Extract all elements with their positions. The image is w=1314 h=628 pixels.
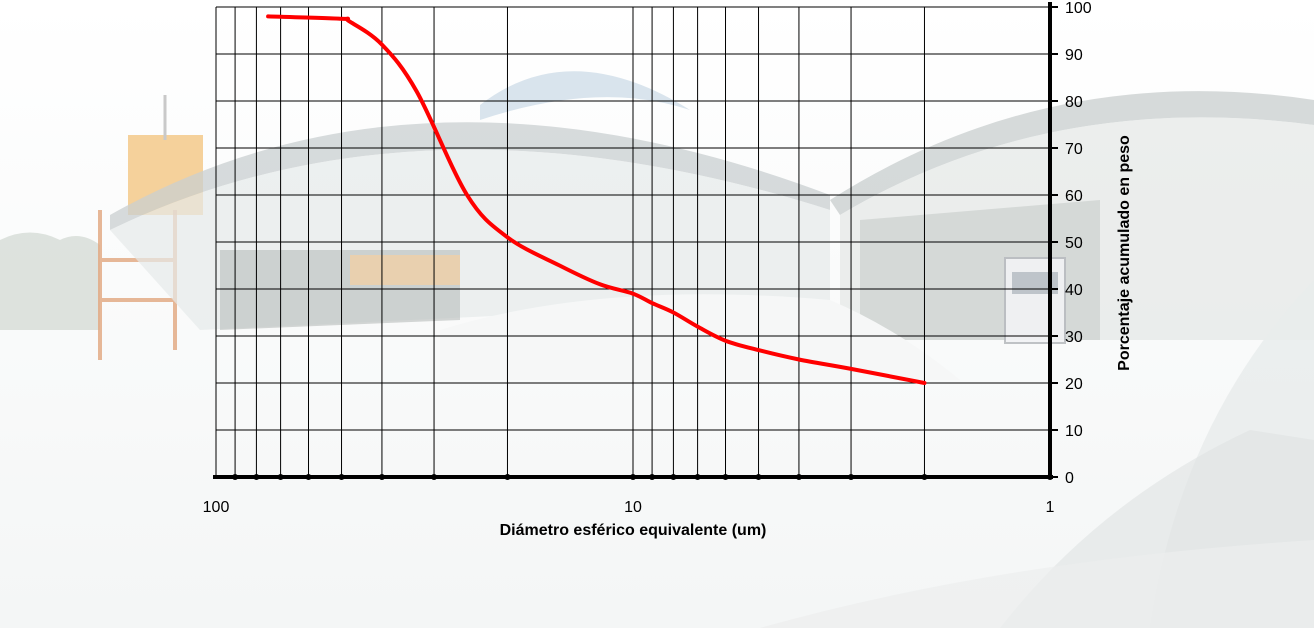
y-tick-label: 20 xyxy=(1065,376,1083,393)
x-tick-label: 10 xyxy=(624,499,642,516)
x-tick-marker xyxy=(338,474,345,480)
x-tick-label: 100 xyxy=(203,499,230,516)
grid xyxy=(215,6,1051,478)
x-tick-marker xyxy=(649,474,656,480)
x-tick-marker xyxy=(921,474,928,480)
x-tick-marker xyxy=(755,474,762,480)
x-tick-marker xyxy=(504,474,511,480)
x-tick-marker xyxy=(795,474,802,480)
y-axis-title: Porcentaje acumulado en peso xyxy=(1116,135,1133,371)
y-tick-label: 40 xyxy=(1065,282,1083,299)
x-tick-marker xyxy=(253,474,260,480)
ticks xyxy=(232,6,1058,480)
y-tick-label: 90 xyxy=(1065,47,1083,64)
tick-labels: 100 10 10 10 20 30 40 50 60 70 80 90 100 xyxy=(203,0,1092,516)
y-tick-label: 80 xyxy=(1065,94,1083,111)
x-tick-marker xyxy=(848,474,855,480)
x-tick-marker xyxy=(378,474,385,480)
y-tick-label: 50 xyxy=(1065,235,1083,252)
x-tick-marker xyxy=(694,474,701,480)
series-line xyxy=(266,14,927,385)
y-tick-label: 10 xyxy=(1065,423,1083,440)
x-tick-marker xyxy=(670,474,677,480)
x-axis-title: Diámetro esférico equivalente (um) xyxy=(500,522,767,539)
x-tick-marker xyxy=(431,474,438,480)
y-tick-label: 60 xyxy=(1065,188,1083,205)
y-tick-label: 30 xyxy=(1065,329,1083,346)
x-tick-label: 1 xyxy=(1046,499,1055,516)
y-tick-label: 100 xyxy=(1065,0,1092,17)
x-tick-marker xyxy=(277,474,284,480)
x-tick-marker xyxy=(722,474,729,480)
x-tick-marker xyxy=(305,474,312,480)
y-tick-label: 0 xyxy=(1065,470,1074,487)
x-tick-marker xyxy=(232,474,239,480)
x-tick-marker xyxy=(630,474,636,480)
y-tick-label: 70 xyxy=(1065,141,1083,158)
